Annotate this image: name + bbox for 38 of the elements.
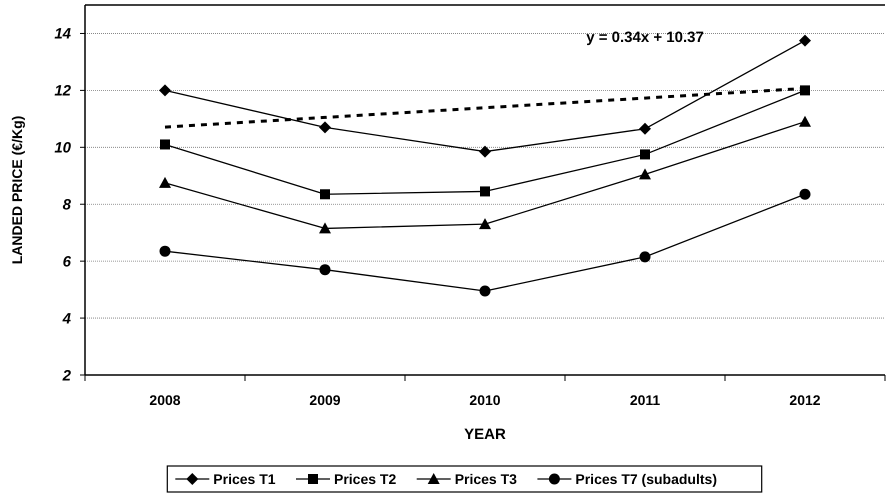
x-tick-label: 2011 xyxy=(630,392,660,408)
point xyxy=(479,218,491,230)
point xyxy=(799,34,811,47)
x-tick-label: 2009 xyxy=(309,392,341,408)
x-tick-label: 2008 xyxy=(149,392,181,408)
legend-label: Prices T1 xyxy=(213,470,276,487)
point xyxy=(160,139,170,150)
point xyxy=(640,251,650,262)
x-axis-title: YEAR xyxy=(464,426,506,443)
point xyxy=(160,246,170,257)
point xyxy=(320,189,330,200)
legend-label: Prices T7 (subadults) xyxy=(575,470,717,487)
y-tick-label: 8 xyxy=(62,196,72,214)
x-tick-label: 2010 xyxy=(469,392,501,408)
legend-label: Prices T3 xyxy=(454,470,518,487)
x-tick-label: 2012 xyxy=(789,392,821,408)
y-tick-label: 4 xyxy=(62,310,72,328)
point xyxy=(639,122,651,135)
point xyxy=(159,176,171,188)
annotation: y = 0.34x + 10.37 xyxy=(586,29,704,46)
y-tick-label: 14 xyxy=(54,26,72,43)
y-axis-title: LANDED PRICE (€/Kg) xyxy=(9,116,25,264)
point xyxy=(319,121,331,134)
legend-label: Prices T2 xyxy=(334,470,396,487)
point xyxy=(319,222,331,234)
point xyxy=(800,188,810,200)
point xyxy=(479,146,491,158)
point xyxy=(480,286,490,297)
point xyxy=(480,186,490,196)
point xyxy=(640,149,650,160)
y-tick-label: 12 xyxy=(54,82,72,100)
point xyxy=(320,264,330,276)
y-tick-label: 2 xyxy=(62,367,72,384)
point xyxy=(159,84,171,96)
y-tick-label: 6 xyxy=(62,253,72,270)
point xyxy=(799,116,811,127)
point xyxy=(639,168,651,180)
y-tick-label: 10 xyxy=(54,140,72,157)
